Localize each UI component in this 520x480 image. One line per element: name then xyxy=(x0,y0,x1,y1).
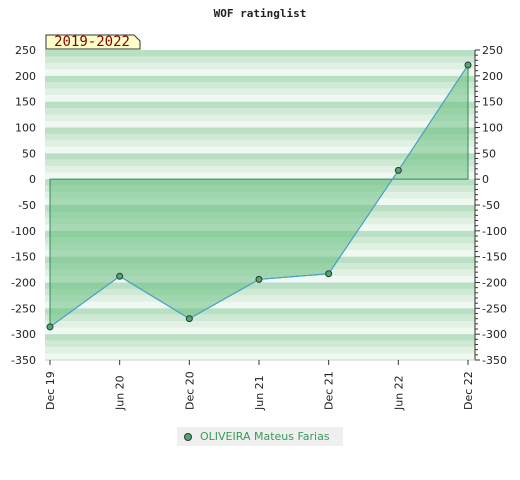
data-point xyxy=(394,166,402,174)
x-tick-label: Dec 22 xyxy=(462,371,475,410)
period-badge: 2019-2022 xyxy=(45,34,141,50)
y-tick-label-left: -250 xyxy=(11,302,36,315)
points-layer xyxy=(46,61,472,331)
band xyxy=(45,327,475,335)
y-tick-label-left: -150 xyxy=(11,251,36,264)
y-tick-label-right: 150 xyxy=(482,96,503,109)
data-point xyxy=(325,270,333,278)
band xyxy=(45,308,475,315)
period-badge-box xyxy=(45,34,141,50)
y-tick-label-left: 250 xyxy=(15,44,36,57)
data-point xyxy=(116,272,124,280)
band xyxy=(45,159,475,167)
data-point xyxy=(46,323,54,331)
band xyxy=(45,321,475,328)
x-tick-label: Jun 21 xyxy=(253,375,266,411)
axes-layer: 250 250 200 200 150 150 100 100 50 50 0 0 -50 -50 -100… xyxy=(11,44,507,411)
band xyxy=(45,172,475,180)
band xyxy=(45,127,475,134)
y-tick-label-right: -150 xyxy=(482,251,507,264)
y-tick-label-left: 150 xyxy=(15,96,36,109)
band xyxy=(45,353,475,360)
band xyxy=(45,121,475,128)
y-tick-label-right: -50 xyxy=(482,199,500,212)
band xyxy=(45,288,475,296)
x-tick-label: Jun 20 xyxy=(114,375,127,411)
legend: OLIVEIRA Mateus Farias xyxy=(177,427,343,446)
y-tick-label-left: -100 xyxy=(11,225,36,238)
y-tick-label-right: -300 xyxy=(482,328,507,341)
x-tick-label: Dec 19 xyxy=(44,371,57,410)
y-tick-label-left: -350 xyxy=(11,354,36,367)
band xyxy=(45,347,475,354)
band xyxy=(45,108,475,115)
y-tick-label-right: -200 xyxy=(482,277,507,290)
band xyxy=(45,133,475,141)
band xyxy=(45,95,475,102)
band xyxy=(45,62,475,70)
band xyxy=(45,101,475,109)
band xyxy=(45,88,475,96)
band xyxy=(45,146,475,154)
legend-series-label: OLIVEIRA Mateus Farias xyxy=(200,430,330,443)
band xyxy=(45,140,475,147)
band xyxy=(45,301,475,309)
band xyxy=(45,114,475,122)
band xyxy=(45,314,475,322)
y-tick-label-right: -100 xyxy=(482,225,507,238)
y-tick-label-right: 100 xyxy=(482,122,503,135)
band xyxy=(45,295,475,302)
period-badge-label: 2019-2022 xyxy=(54,34,130,50)
band xyxy=(45,166,475,173)
y-tick-label-right: 200 xyxy=(482,70,503,83)
band xyxy=(45,50,475,57)
legend-marker-icon xyxy=(184,432,192,441)
y-tick-label-left: 50 xyxy=(22,147,36,160)
y-tick-label-right: -250 xyxy=(482,302,507,315)
band xyxy=(45,75,475,83)
x-tick-label: Jun 22 xyxy=(392,375,405,411)
y-tick-label-left: -300 xyxy=(11,328,36,341)
chart-title: WOF ratinglist xyxy=(214,7,307,20)
y-tick-label-left: -50 xyxy=(18,199,36,212)
y-tick-label-right: 0 xyxy=(482,173,489,186)
y-tick-label-right: -350 xyxy=(482,354,507,367)
x-tick-label: Dec 20 xyxy=(183,371,196,410)
data-point xyxy=(464,61,472,69)
y-tick-label-left: 100 xyxy=(15,122,36,135)
band xyxy=(45,340,475,348)
band xyxy=(45,82,475,89)
band xyxy=(45,153,475,160)
data-point xyxy=(185,315,193,323)
band xyxy=(45,282,475,289)
y-tick-label-left: 0 xyxy=(29,173,36,186)
y-tick-label-left: -200 xyxy=(11,277,36,290)
band xyxy=(45,56,475,63)
band xyxy=(45,69,475,76)
data-point xyxy=(255,275,263,283)
band xyxy=(45,334,475,341)
y-tick-label-right: 250 xyxy=(482,44,503,57)
x-tick-label: Dec 21 xyxy=(323,371,336,410)
y-tick-label-left: 200 xyxy=(15,70,36,83)
y-tick-label-right: 50 xyxy=(482,147,496,160)
